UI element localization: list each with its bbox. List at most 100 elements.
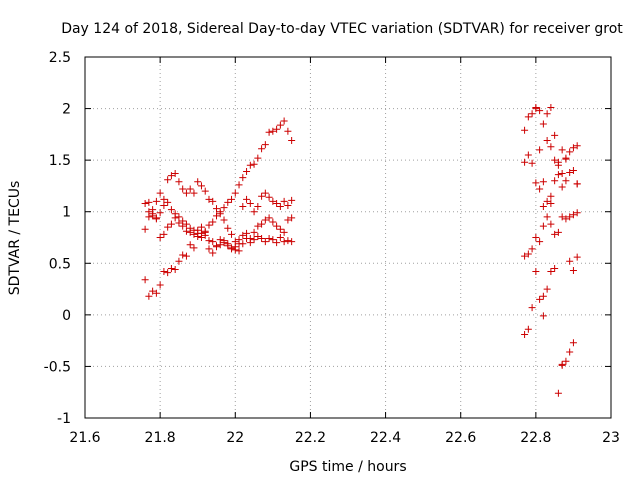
- data-point-marker: [149, 210, 157, 218]
- data-point-marker: [197, 182, 205, 190]
- data-point-marker: [186, 241, 194, 249]
- data-point-marker: [539, 222, 547, 230]
- data-point-marker: [194, 226, 202, 234]
- data-point-marker: [220, 204, 228, 212]
- data-point-marker: [228, 195, 236, 203]
- data-point-marker: [524, 151, 532, 159]
- data-point-marker: [284, 127, 292, 135]
- data-point-marker: [175, 257, 183, 265]
- data-point-marker: [265, 235, 273, 243]
- data-point-marker: [254, 203, 262, 211]
- data-point-marker: [171, 170, 179, 178]
- data-point-marker: [205, 221, 213, 229]
- data-point-marker: [521, 330, 529, 338]
- data-point-marker: [235, 247, 243, 255]
- data-point-marker: [543, 213, 551, 221]
- data-point-marker: [521, 158, 529, 166]
- data-point-marker: [152, 214, 160, 222]
- data-point-marker: [562, 357, 570, 365]
- x-tick-label: 21.8: [145, 430, 176, 446]
- data-point-marker: [160, 230, 168, 238]
- data-point-marker: [532, 268, 540, 276]
- data-point-marker: [532, 234, 540, 241]
- data-point-marker: [273, 125, 281, 133]
- data-point-marker: [261, 141, 269, 149]
- data-point-marker: [194, 178, 202, 186]
- x-tick-label: 21.6: [69, 430, 100, 446]
- data-point-marker: [190, 230, 198, 238]
- data-point-marker: [250, 236, 258, 244]
- data-point-marker: [182, 189, 190, 197]
- data-point-marker: [269, 197, 277, 205]
- data-point-marker: [261, 238, 269, 246]
- data-point-marker: [250, 160, 258, 168]
- x-tick-label: 23: [602, 430, 620, 446]
- data-point-marker: [551, 177, 559, 185]
- plot-frame: [84, 56, 612, 419]
- data-point-marker: [145, 198, 153, 206]
- data-point-marker: [562, 177, 570, 185]
- data-point-marker: [554, 389, 562, 397]
- data-point-marker: [209, 249, 217, 257]
- data-point-marker: [205, 195, 213, 203]
- x-tick-label: 22.8: [520, 430, 551, 446]
- y-tick-label: -1: [57, 411, 71, 427]
- data-point-marker: [547, 192, 555, 200]
- data-point-marker: [562, 154, 570, 162]
- data-point-marker: [209, 218, 217, 226]
- data-point-marker: [543, 197, 551, 205]
- data-point-marker: [179, 185, 187, 193]
- data-point-marker: [160, 268, 168, 276]
- data-point-marker: [258, 192, 266, 200]
- data-point-marker: [273, 222, 281, 230]
- data-point-marker: [554, 228, 562, 236]
- data-point-marker: [167, 172, 175, 180]
- data-point-marker: [213, 212, 220, 220]
- data-point-marker: [156, 189, 164, 197]
- data-point-marker: [213, 205, 220, 213]
- data-point-marker: [201, 187, 209, 195]
- data-point-marker: [190, 189, 198, 197]
- data-point-marker: [182, 220, 190, 228]
- data-point-marker: [521, 126, 529, 134]
- data-point-marker: [543, 285, 551, 293]
- data-point-marker: [280, 238, 288, 246]
- data-point-marker: [261, 216, 269, 224]
- data-point-marker: [167, 206, 175, 214]
- data-point-marker: [167, 220, 175, 228]
- data-point-marker: [254, 222, 262, 230]
- data-point-marker: [243, 229, 251, 237]
- data-point-marker: [554, 161, 562, 169]
- data-point-marker: [224, 240, 232, 248]
- data-point-marker: [566, 148, 574, 156]
- data-point-marker: [569, 339, 577, 347]
- data-point-marker: [179, 251, 187, 259]
- data-point-marker: [528, 110, 536, 118]
- data-point-marker: [532, 104, 540, 112]
- data-point-marker: [536, 238, 544, 246]
- data-point-marker: [164, 223, 172, 231]
- x-tick-label: 22.4: [370, 430, 401, 446]
- data-point-marker: [543, 137, 551, 145]
- data-point-marker: [551, 131, 559, 139]
- data-point-marker: [243, 167, 251, 175]
- data-point-marker: [573, 209, 581, 217]
- data-point-marker: [269, 127, 277, 135]
- data-point-marker: [547, 199, 555, 207]
- data-point-marker: [175, 213, 183, 221]
- data-point-marker: [524, 113, 532, 121]
- data-point-marker: [547, 268, 555, 276]
- data-point-marker: [265, 214, 273, 222]
- data-point-marker: [220, 216, 228, 224]
- x-axis-label: GPS time / hours: [289, 459, 406, 475]
- data-point-marker: [265, 128, 273, 136]
- data-point-marker: [258, 220, 266, 228]
- data-point-marker: [276, 121, 284, 129]
- data-point-marker: [528, 159, 536, 167]
- data-point-marker: [213, 242, 220, 250]
- data-point-marker: [164, 269, 172, 277]
- data-point-marker: [216, 210, 224, 218]
- data-point-marker: [205, 237, 213, 245]
- data-point-marker: [539, 292, 547, 300]
- data-point-marker: [250, 208, 258, 216]
